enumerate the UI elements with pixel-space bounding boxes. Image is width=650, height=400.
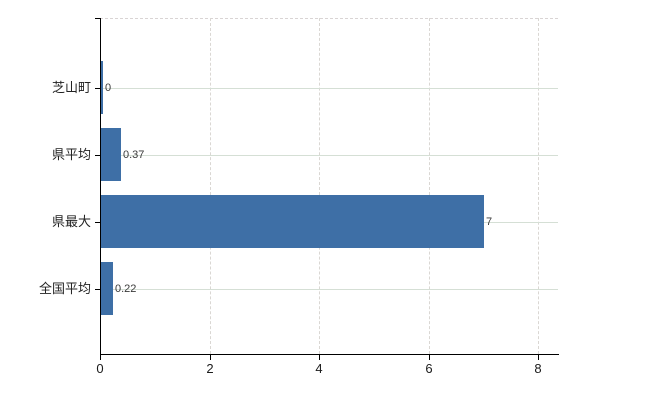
x-tick (210, 355, 211, 360)
x-tick-label: 4 (315, 361, 323, 376)
gridline-v (429, 18, 430, 354)
bar (101, 128, 121, 181)
x-tick (319, 355, 320, 360)
y-tick (95, 222, 100, 223)
y-tick (95, 289, 100, 290)
gridline-h (100, 289, 558, 290)
plot-area: 0 0.37 7 0.22 (100, 18, 558, 354)
gridline-h (100, 155, 558, 156)
bar (101, 195, 484, 248)
x-axis-line (100, 354, 559, 355)
gridline-v (538, 18, 539, 354)
y-tick (95, 88, 100, 89)
category-label: 県最大 (51, 214, 91, 229)
value-label: 0.22 (115, 283, 137, 295)
category-label: 芝山町 (51, 80, 91, 95)
category-label: 県平均 (51, 147, 91, 162)
value-label: 7 (486, 216, 493, 228)
x-tick (100, 355, 101, 360)
x-tick (429, 355, 430, 360)
plot-top-border (100, 18, 558, 19)
value-label: 0 (105, 82, 112, 94)
gridline-v (210, 18, 211, 354)
x-tick (538, 355, 539, 360)
y-tick (95, 155, 100, 156)
x-tick-label: 6 (425, 361, 433, 376)
y-axis-line (100, 18, 101, 355)
value-label: 0.37 (123, 149, 145, 161)
gridline-h (100, 88, 558, 89)
bar (101, 61, 103, 114)
x-tick-label: 8 (534, 361, 542, 376)
y-axis-end-tick (95, 18, 100, 19)
x-tick-label: 2 (206, 361, 214, 376)
category-label: 全国平均 (38, 281, 91, 296)
gridline-v (319, 18, 320, 354)
x-tick-label: 0 (96, 361, 104, 376)
bar (101, 262, 113, 315)
